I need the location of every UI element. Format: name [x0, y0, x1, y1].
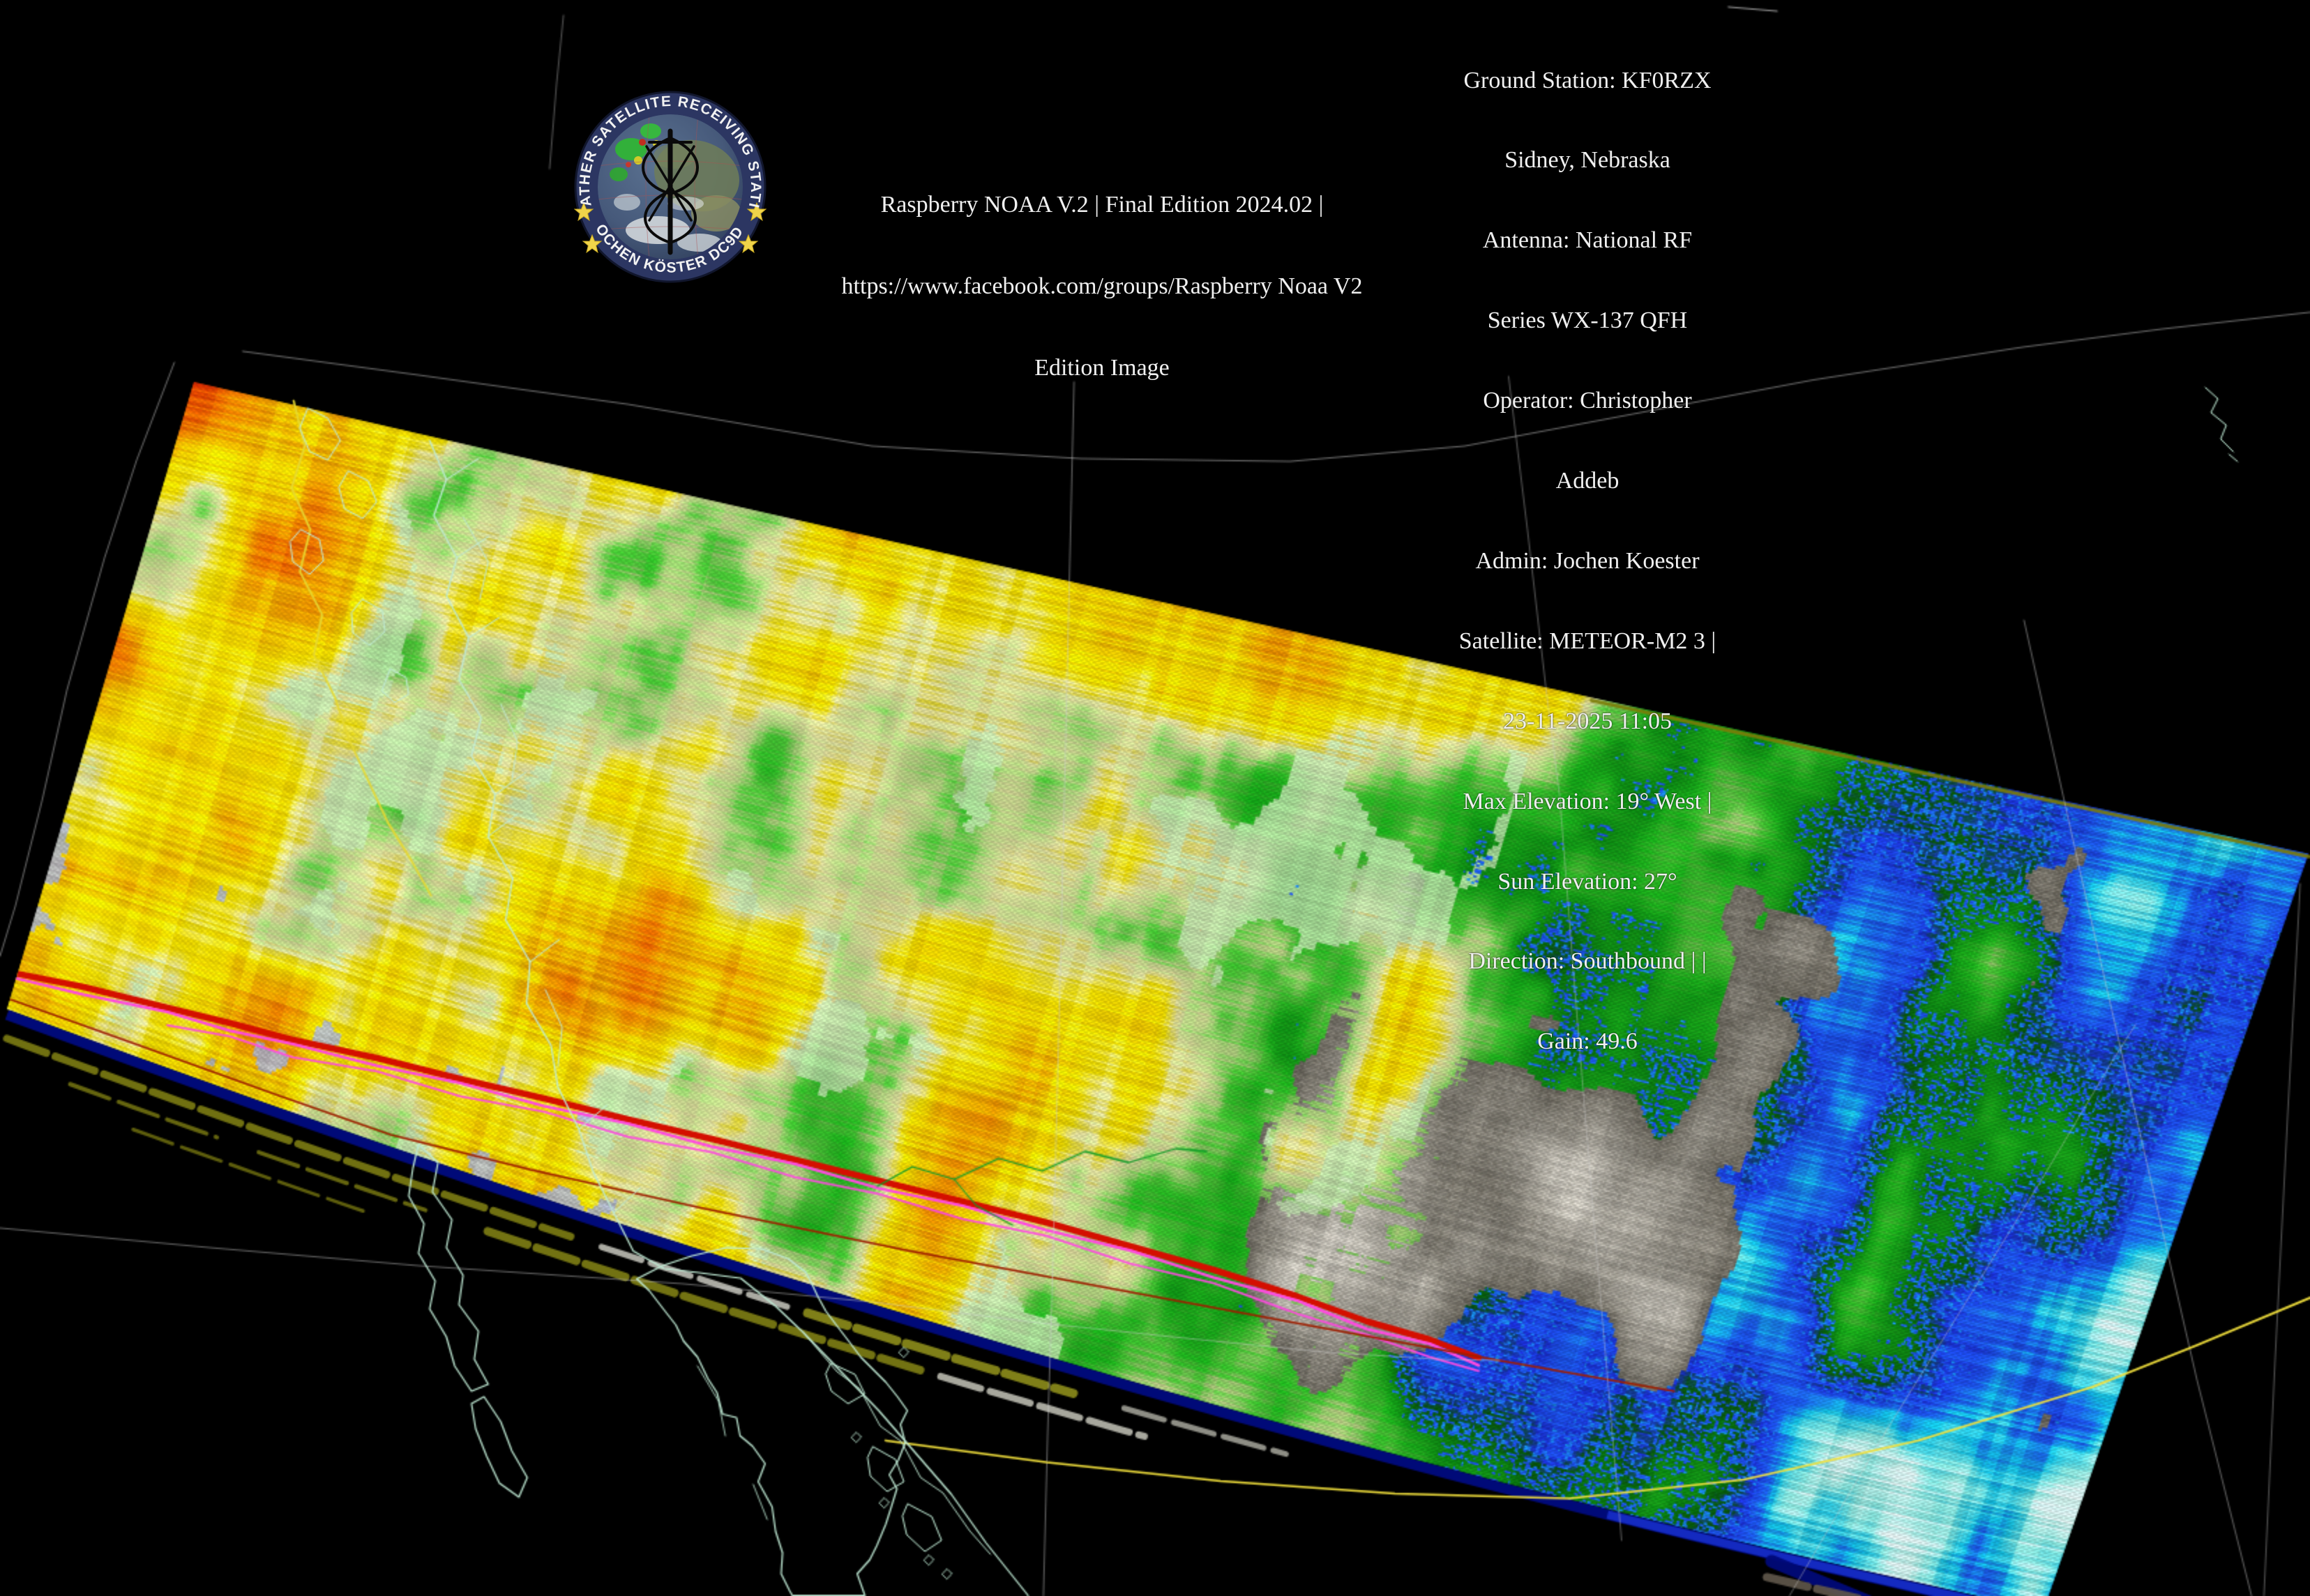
edition-title: Raspberry NOAA V.2 | Final Edition 2024.…	[753, 137, 1451, 436]
station-antenna: Antenna: National RF	[1482, 227, 1693, 254]
station-operator-2: Addeb	[1555, 468, 1620, 494]
pass-gain: Gain: 49.6	[1537, 1028, 1638, 1055]
station-logo-badge: WEATHER SATELLITE RECEIVING STATION JOCH…	[574, 91, 767, 283]
station-antenna-series: Series WX-137 QFH	[1487, 307, 1688, 334]
pass-sun-elevation: Sun Elevation: 27°	[1497, 868, 1677, 895]
station-admin: Admin: Jochen Koester	[1475, 547, 1700, 574]
pass-datetime: 23-11-2025 11:05	[1502, 708, 1673, 734]
edition-url-line: https://www.facebook.com/groups/Raspberr…	[841, 273, 1363, 299]
station-operator: Operator: Christopher	[1483, 388, 1692, 414]
station-logo-svg: WEATHER SATELLITE RECEIVING STATION JOCH…	[574, 91, 767, 283]
station-callsign: Ground Station: KF0RZX	[1463, 67, 1712, 93]
edition-image-line: Edition Image	[1034, 355, 1170, 381]
pass-max-elevation: Max Elevation: 19° West |	[1463, 788, 1712, 814]
star-icon	[574, 202, 594, 222]
station-info: Ground Station: KF0RZX Sidney, Nebraska …	[1409, 14, 1766, 1109]
logo-stars	[574, 202, 767, 253]
station-location: Sidney, Nebraska	[1504, 147, 1670, 174]
pass-satellite: Satellite: METEOR-M2 3 |	[1458, 628, 1716, 654]
pass-direction: Direction: Southbound | |	[1468, 948, 1707, 975]
edition-title-line: Raspberry NOAA V.2 | Final Edition 2024.…	[880, 192, 1324, 218]
qfh-antenna-icon	[642, 128, 699, 255]
